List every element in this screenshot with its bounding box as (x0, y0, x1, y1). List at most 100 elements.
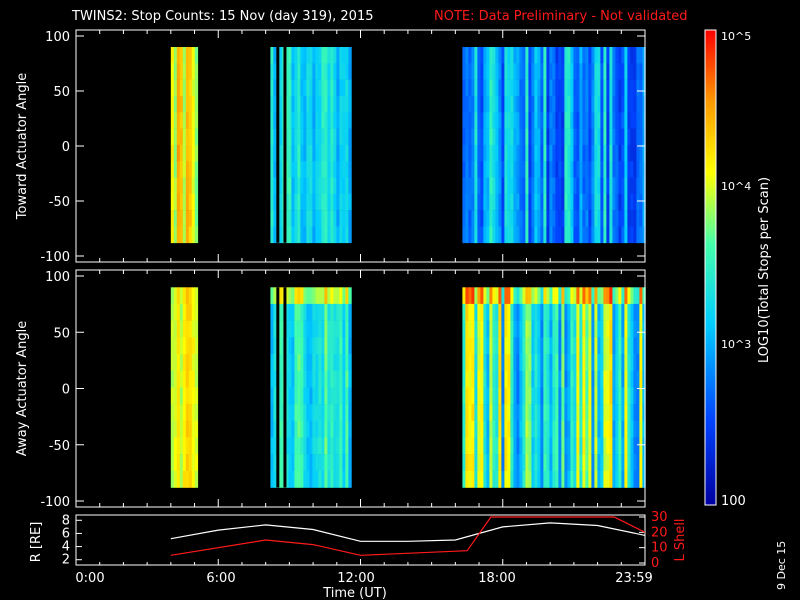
toward-heat-cell (498, 226, 502, 244)
away-heat-cell (179, 437, 184, 455)
toward-heat-cell (483, 47, 487, 64)
away-heat-cell (633, 287, 637, 305)
away-heat-cell (624, 337, 628, 355)
toward-heat-cell (555, 144, 559, 162)
toward-heat-cell (176, 95, 181, 113)
toward-heat-cell (606, 79, 610, 97)
toward-heat-cell (465, 79, 469, 97)
away-heat-cell (507, 303, 511, 321)
away-heat-cell (303, 387, 307, 405)
away-heat-cell (582, 303, 586, 321)
toward-heat-cell (471, 128, 475, 146)
toward-heat-cell (633, 112, 637, 129)
away-heat-cell (588, 337, 592, 355)
toward-heat-cell (498, 79, 502, 97)
toward-heat-cell (327, 79, 331, 97)
away-heat-cell (336, 303, 340, 321)
toward-heat-cell (528, 226, 532, 244)
toward-heat-cell (312, 79, 316, 97)
away-heat-cell (603, 420, 607, 438)
away-heat-cell (558, 404, 562, 422)
away-heat-cell (294, 470, 298, 488)
toward-heat-cell (549, 47, 553, 64)
away-heat-cell (516, 437, 520, 455)
toward-heat-cell (342, 112, 346, 129)
away-heat-cell (597, 287, 601, 305)
away-heat-cell (516, 354, 520, 371)
away-heat-cell (270, 354, 274, 371)
toward-heat-cell (579, 128, 583, 146)
toward-heat-cell (188, 144, 193, 162)
away-heat-cell (588, 354, 592, 371)
toward-heat-cell (546, 47, 550, 64)
toward-heat-cell (639, 79, 643, 97)
toward-heat-cell (309, 112, 313, 129)
toward-ytick-label: 50 (53, 85, 70, 100)
toward-heat-cell (471, 210, 475, 227)
toward-heat-cell (486, 210, 490, 227)
away-heat-cell (549, 404, 553, 422)
toward-heat-cell (495, 95, 499, 113)
toward-heat-cell (630, 63, 634, 80)
toward-heat-cell (303, 63, 307, 80)
toward-heat-cell (519, 112, 523, 129)
away-heat-cell (513, 354, 517, 371)
toward-ylabel: Toward Actuator Angle (15, 73, 30, 220)
away-heat-cell (498, 420, 502, 438)
toward-heat-cell (327, 144, 331, 162)
away-heat-cell (561, 320, 565, 338)
toward-heat-cell (273, 95, 277, 113)
away-heat-cell (639, 370, 643, 388)
away-heat-cell (480, 454, 484, 472)
toward-heat-cell (191, 79, 196, 97)
toward-heat-cell (549, 161, 553, 178)
away-heat-cell (309, 287, 313, 305)
away-heat-cell (342, 420, 346, 438)
away-heat-cell (170, 303, 175, 321)
toward-heat-cell (188, 95, 193, 113)
away-heat-cell (567, 454, 571, 472)
toward-heat-cell (285, 112, 289, 129)
away-heat-cell (339, 454, 343, 472)
away-heat-cell (630, 287, 634, 305)
toward-heat-cell (624, 177, 628, 195)
toward-heat-cell (576, 161, 580, 178)
toward-heat-cell (477, 95, 481, 113)
away-heat-cell (486, 470, 490, 488)
away-ylabel: Away Actuator Angle (15, 321, 30, 456)
away-heat-cell (173, 337, 178, 355)
toward-heat-cell (567, 112, 571, 129)
toward-heat-cell (315, 128, 319, 146)
toward-heat-cell (170, 161, 175, 178)
toward-heat-cell (516, 95, 520, 113)
toward-heat-cell (288, 95, 292, 113)
toward-heat-cell (531, 161, 535, 178)
away-heat-cell (567, 320, 571, 338)
away-heat-cell (636, 287, 640, 305)
away-heat-cell (609, 320, 613, 338)
toward-heat-cell (510, 193, 514, 211)
toward-heat-cell (173, 177, 178, 195)
away-heat-cell (462, 287, 466, 305)
away-heat-cell (504, 354, 508, 371)
toward-heat-cell (534, 226, 538, 244)
away-heat-cell (621, 370, 625, 388)
toward-heat-cell (182, 144, 187, 162)
toward-heat-cell (294, 161, 298, 178)
away-heat-cell (188, 420, 193, 438)
toward-heat-cell (543, 161, 547, 178)
toward-heat-cell (561, 47, 565, 64)
away-heat-cell (303, 437, 307, 455)
toward-heat-cell (507, 95, 511, 113)
toward-heat-cell (588, 193, 592, 211)
away-heat-cell (173, 320, 178, 338)
away-heat-cell (546, 337, 550, 355)
toward-heat-cell (621, 79, 625, 97)
toward-heat-cell (185, 128, 190, 146)
toward-heat-cell (185, 177, 190, 195)
toward-heat-cell (582, 210, 586, 227)
away-heat-cell (462, 470, 466, 488)
away-heat-cell (182, 337, 187, 355)
toward-heat-cell (522, 128, 526, 146)
away-heat-cell (342, 354, 346, 371)
